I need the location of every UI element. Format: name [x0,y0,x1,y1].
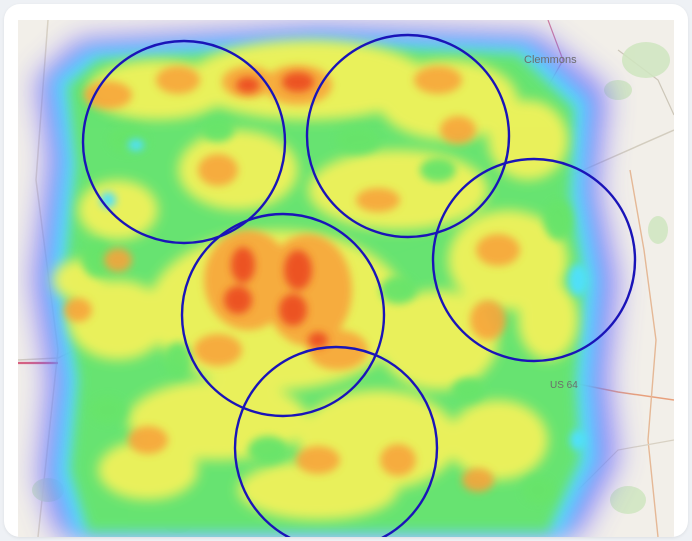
coverage-ring[interactable] [180,212,386,418]
coverage-ring[interactable] [233,345,439,537]
coverage-ring[interactable] [81,39,287,245]
screenshot-card: Clemmons US 64 [4,4,688,537]
coverage-ring[interactable] [431,157,637,363]
heatmap-layer [32,26,618,537]
coverage-rings [81,33,637,537]
coverage-ring[interactable] [305,33,511,239]
heatmap-map[interactable]: Clemmons US 64 [18,20,674,537]
map-canvas [18,20,674,537]
map-label-route: US 64 [550,380,578,391]
map-label-city: Clemmons [524,54,577,66]
